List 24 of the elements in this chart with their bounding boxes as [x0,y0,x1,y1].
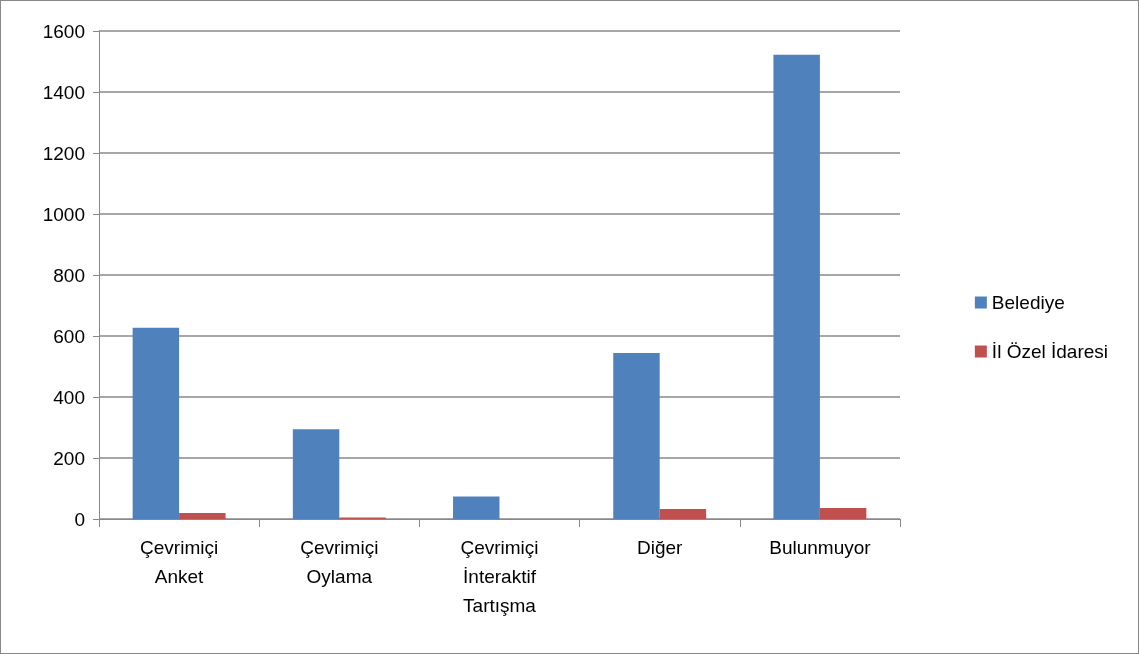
y-tick-label: 0 [74,508,85,530]
x-tick-label: Çevrimiçi İnteraktif Tartışma [460,537,539,616]
y-tick-label: 1000 [42,203,85,225]
bar [659,508,707,519]
bar [292,429,340,519]
y-tick-label: 400 [53,386,85,408]
bar [179,512,226,519]
y-tick-label: 200 [53,447,85,469]
x-tick-label: Diğer [637,537,684,558]
bar [453,496,500,519]
bar [819,508,867,519]
x-tick-label: Bulunmuyor [769,537,872,558]
x-tick-label: Çevrimiçi Oylama [300,537,379,587]
y-tick-label: 800 [53,264,85,286]
bar [613,353,660,519]
x-tick-label: Çevrimiçi Anket [140,537,219,587]
bar [773,54,820,519]
y-tick-label: 1600 [42,20,85,42]
bar [132,327,180,519]
legend-label: Belediye [991,292,1065,313]
legend-label: İl Özel İdaresi [991,341,1108,362]
y-tick-label: 600 [53,325,85,347]
y-tick-label: 1200 [42,142,85,164]
y-tick-label: 1400 [42,81,85,103]
